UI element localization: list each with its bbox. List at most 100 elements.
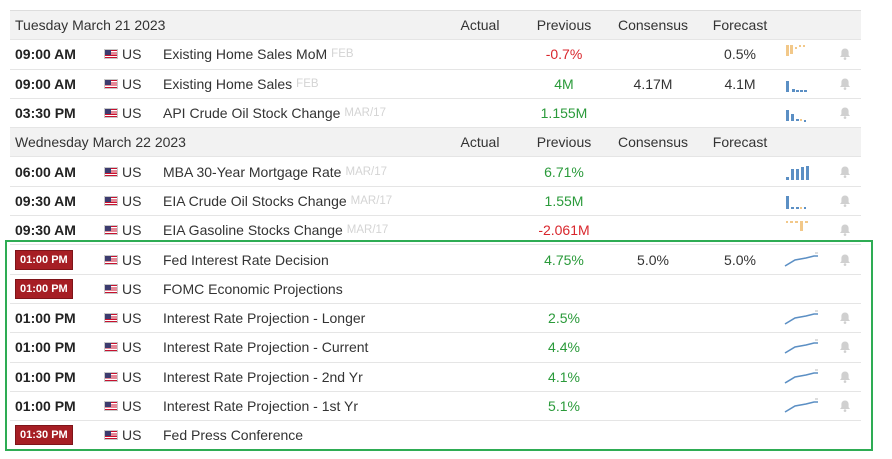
bar-mini-chart-icon[interactable] <box>784 99 824 127</box>
bell-icon[interactable] <box>838 187 854 215</box>
event-name[interactable]: Interest Rate Projection - Current <box>163 333 368 361</box>
event-consensus <box>613 40 693 68</box>
event-row[interactable]: 01:30 PM US Fed Press Conference <box>10 421 861 451</box>
us-flag-icon <box>104 78 118 89</box>
event-name[interactable]: Existing Home Sales MoM FEB <box>163 40 354 68</box>
country-flag <box>104 333 118 361</box>
currency-code: US <box>122 398 142 414</box>
event-name[interactable]: API Crude Oil Stock Change MAR/17 <box>163 99 386 127</box>
event-consensus <box>613 363 693 391</box>
event-name-text[interactable]: Existing Home Sales <box>163 75 293 92</box>
event-name-text[interactable]: EIA Gasoline Stocks Change <box>163 222 343 239</box>
event-row[interactable]: 01:00 PM US FOMC Economic Projections <box>10 275 861 304</box>
bell-icon[interactable] <box>838 245 854 273</box>
column-header-consensus: Consensus <box>617 134 689 151</box>
line-mini-chart-icon[interactable] <box>784 245 824 273</box>
event-time: 06:00 AM <box>15 163 76 180</box>
event-consensus <box>613 333 693 361</box>
event-name-text[interactable]: Interest Rate Projection - 2nd Yr <box>163 368 363 385</box>
event-forecast <box>700 275 780 303</box>
event-name-text[interactable]: FOMC Economic Projections <box>163 280 343 297</box>
bell-icon[interactable] <box>838 304 854 332</box>
event-row[interactable]: 09:00 AM US Existing Home Sales FEB 4M 4.17M 4… <box>10 70 861 99</box>
bell-cell <box>838 275 854 303</box>
event-name[interactable]: Interest Rate Projection - 1st Yr <box>163 392 358 420</box>
currency-code: US <box>122 339 142 356</box>
currency-code: US <box>122 75 142 92</box>
currency-code: US <box>122 222 142 239</box>
event-time: 01:00 PM <box>15 275 73 303</box>
event-forecast <box>700 99 780 127</box>
event-forecast <box>700 392 780 420</box>
event-row[interactable]: 01:00 PM US Fed Interest Rate Decision 4.75… <box>10 245 861 275</box>
event-previous: 2.5% <box>548 310 580 327</box>
bell-icon[interactable] <box>838 99 854 127</box>
bell-icon[interactable] <box>838 157 854 185</box>
bar-mini-chart-icon[interactable] <box>784 70 824 98</box>
line-mini-chart-icon[interactable] <box>784 333 824 361</box>
event-row[interactable]: 01:00 PM US Interest Rate Projection - Lon… <box>10 304 861 334</box>
event-name-text[interactable]: MBA 30-Year Mortgage Rate <box>163 163 342 180</box>
line-mini-chart-icon[interactable] <box>784 363 824 391</box>
event-name-text[interactable]: API Crude Oil Stock Change <box>163 105 341 122</box>
event-name-text[interactable]: EIA Crude Oil Stocks Change <box>163 192 347 209</box>
event-name-text[interactable]: Fed Interest Rate Decision <box>163 251 329 268</box>
event-row[interactable]: 06:00 AM US MBA 30-Year Mortgage Rate MAR/1… <box>10 157 861 187</box>
event-name[interactable]: Fed Interest Rate Decision <box>163 245 329 273</box>
event-actual <box>450 245 510 273</box>
event-name-text[interactable]: Interest Rate Projection - Current <box>163 339 369 356</box>
country-flag <box>104 216 118 244</box>
country-flag <box>104 187 118 215</box>
event-name[interactable]: MBA 30-Year Mortgage Rate MAR/17 <box>163 157 387 185</box>
event-row[interactable]: 03:30 PM US API Crude Oil Stock Change MAR/… <box>10 99 861 129</box>
country-flag <box>104 275 118 303</box>
event-row[interactable]: 09:30 AM US EIA Gasoline Stocks Change MAR/… <box>10 216 861 246</box>
currency-code: US <box>122 427 142 444</box>
event-row[interactable]: 09:00 AM US Existing Home Sales MoM FEB -0.7… <box>10 40 861 70</box>
bell-icon[interactable] <box>838 333 854 361</box>
event-name[interactable]: Interest Rate Projection - 2nd Yr <box>163 363 363 391</box>
bell-cell <box>838 421 854 449</box>
event-consensus: 5.0% <box>637 251 669 268</box>
event-period: MAR/17 <box>346 224 389 237</box>
event-period: FEB <box>296 77 319 90</box>
event-previous: 1.55M <box>544 192 584 209</box>
event-consensus <box>613 187 693 215</box>
event-name-text[interactable]: Fed Press Conference <box>163 427 304 444</box>
bell-icon[interactable] <box>838 70 854 98</box>
event-forecast: 5.0% <box>724 251 756 268</box>
event-previous: 1.155M <box>540 105 588 122</box>
bell-icon[interactable] <box>838 363 854 391</box>
bell-icon[interactable] <box>838 216 854 244</box>
economic-calendar-table: Tuesday March 21 2023 Actual Previous Conse… <box>10 10 861 451</box>
bar-mini-chart-icon[interactable] <box>784 40 824 68</box>
event-name-text[interactable]: Existing Home Sales MoM <box>163 46 328 63</box>
event-row[interactable]: 09:30 AM US EIA Crude Oil Stocks Change MAR… <box>10 187 861 217</box>
column-header-actual: Actual <box>460 134 500 151</box>
event-name-text[interactable]: Interest Rate Projection - 1st Yr <box>163 398 359 414</box>
event-time: 09:30 AM <box>15 192 76 209</box>
event-name[interactable]: Interest Rate Projection - Longer <box>163 304 365 332</box>
event-name[interactable]: Existing Home Sales FEB <box>163 70 319 98</box>
event-previous: -2.061M <box>538 222 590 239</box>
country-flag <box>104 99 118 127</box>
line-mini-chart-icon[interactable] <box>784 304 824 332</box>
bar-mini-chart-icon[interactable] <box>784 216 824 244</box>
event-previous: 6.71% <box>544 163 584 180</box>
event-name[interactable]: EIA Crude Oil Stocks Change MAR/17 <box>163 187 392 215</box>
event-name-text[interactable]: Interest Rate Projection - Longer <box>163 310 366 327</box>
event-name[interactable]: EIA Gasoline Stocks Change MAR/17 <box>163 216 388 244</box>
bell-icon[interactable] <box>838 392 854 420</box>
event-name[interactable]: Fed Press Conference <box>163 421 303 449</box>
event-name[interactable]: FOMC Economic Projections <box>163 275 343 303</box>
event-row[interactable]: 01:00 PM US Interest Rate Projection - 1st… <box>10 392 861 422</box>
line-mini-chart-icon[interactable] <box>784 392 824 420</box>
bell-icon[interactable] <box>838 40 854 68</box>
bar-mini-chart-icon[interactable] <box>784 187 824 215</box>
event-row[interactable]: 01:00 PM US Interest Rate Projection - 2nd… <box>10 363 861 392</box>
bar-mini-chart-icon[interactable] <box>784 157 824 185</box>
event-consensus <box>613 216 693 244</box>
column-header-forecast: Forecast <box>712 134 768 151</box>
event-row[interactable]: 01:00 PM US Interest Rate Projection - Cur… <box>10 333 861 363</box>
currency-code: US <box>122 251 142 268</box>
